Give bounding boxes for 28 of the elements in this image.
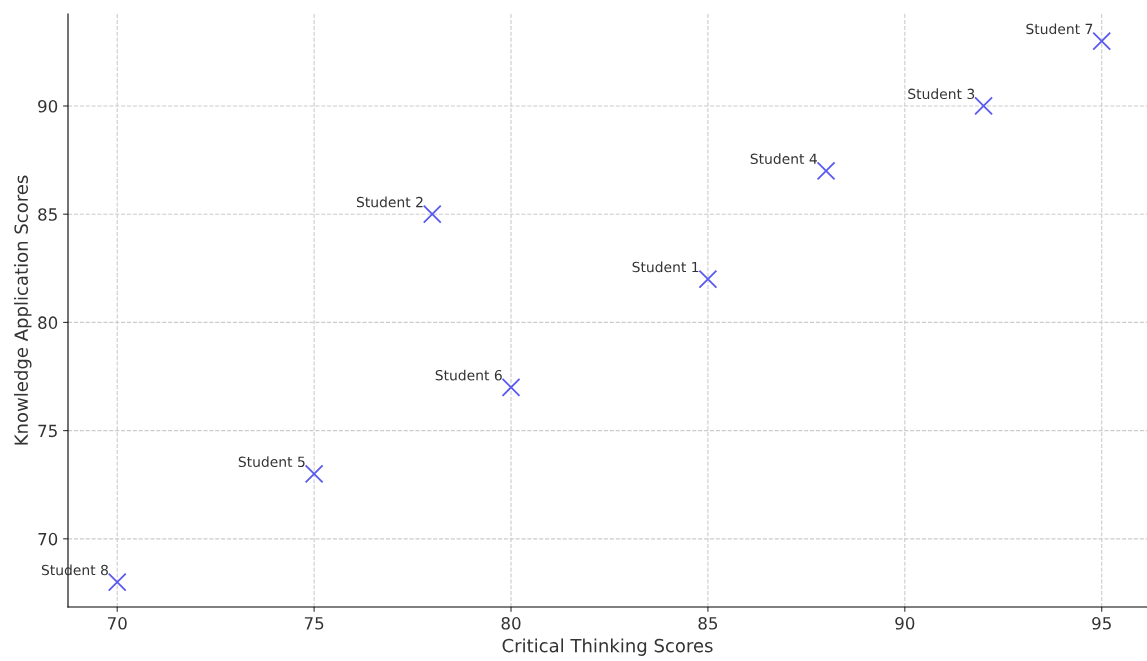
x-tick-label: 70 xyxy=(107,617,127,630)
x-axis-title: Critical Thinking Scores xyxy=(502,638,713,656)
x-tick-label: 75 xyxy=(304,617,324,630)
annotation: Student 3 xyxy=(908,88,975,100)
point xyxy=(698,269,718,289)
y-axis-title: Knowledge Application Scores xyxy=(14,175,32,445)
y-tick-label: 85 xyxy=(38,208,57,221)
point xyxy=(1092,31,1112,51)
y-tick-label: 80 xyxy=(38,316,58,329)
y-tick-label: 90 xyxy=(38,99,58,113)
annotation: Student 1 xyxy=(632,261,699,273)
point xyxy=(501,377,521,397)
annotation: Student 2 xyxy=(356,196,423,208)
annotation: Student 7 xyxy=(1026,23,1093,35)
annotation: Student 5 xyxy=(238,456,305,468)
x-tick-label: 85 xyxy=(698,617,718,630)
y-tick-label: 70 xyxy=(38,532,58,546)
annotation: Student 4 xyxy=(750,153,817,165)
point xyxy=(107,572,127,592)
point xyxy=(304,464,324,484)
x-tick-label: 80 xyxy=(501,617,521,630)
y-tick-label: 75 xyxy=(38,424,57,438)
x-tick-label: 90 xyxy=(895,617,915,630)
annotation: Student 6 xyxy=(435,369,502,381)
point xyxy=(422,204,442,224)
point xyxy=(816,161,836,181)
x-tick-label: 95 xyxy=(1092,617,1111,630)
point xyxy=(974,96,993,116)
